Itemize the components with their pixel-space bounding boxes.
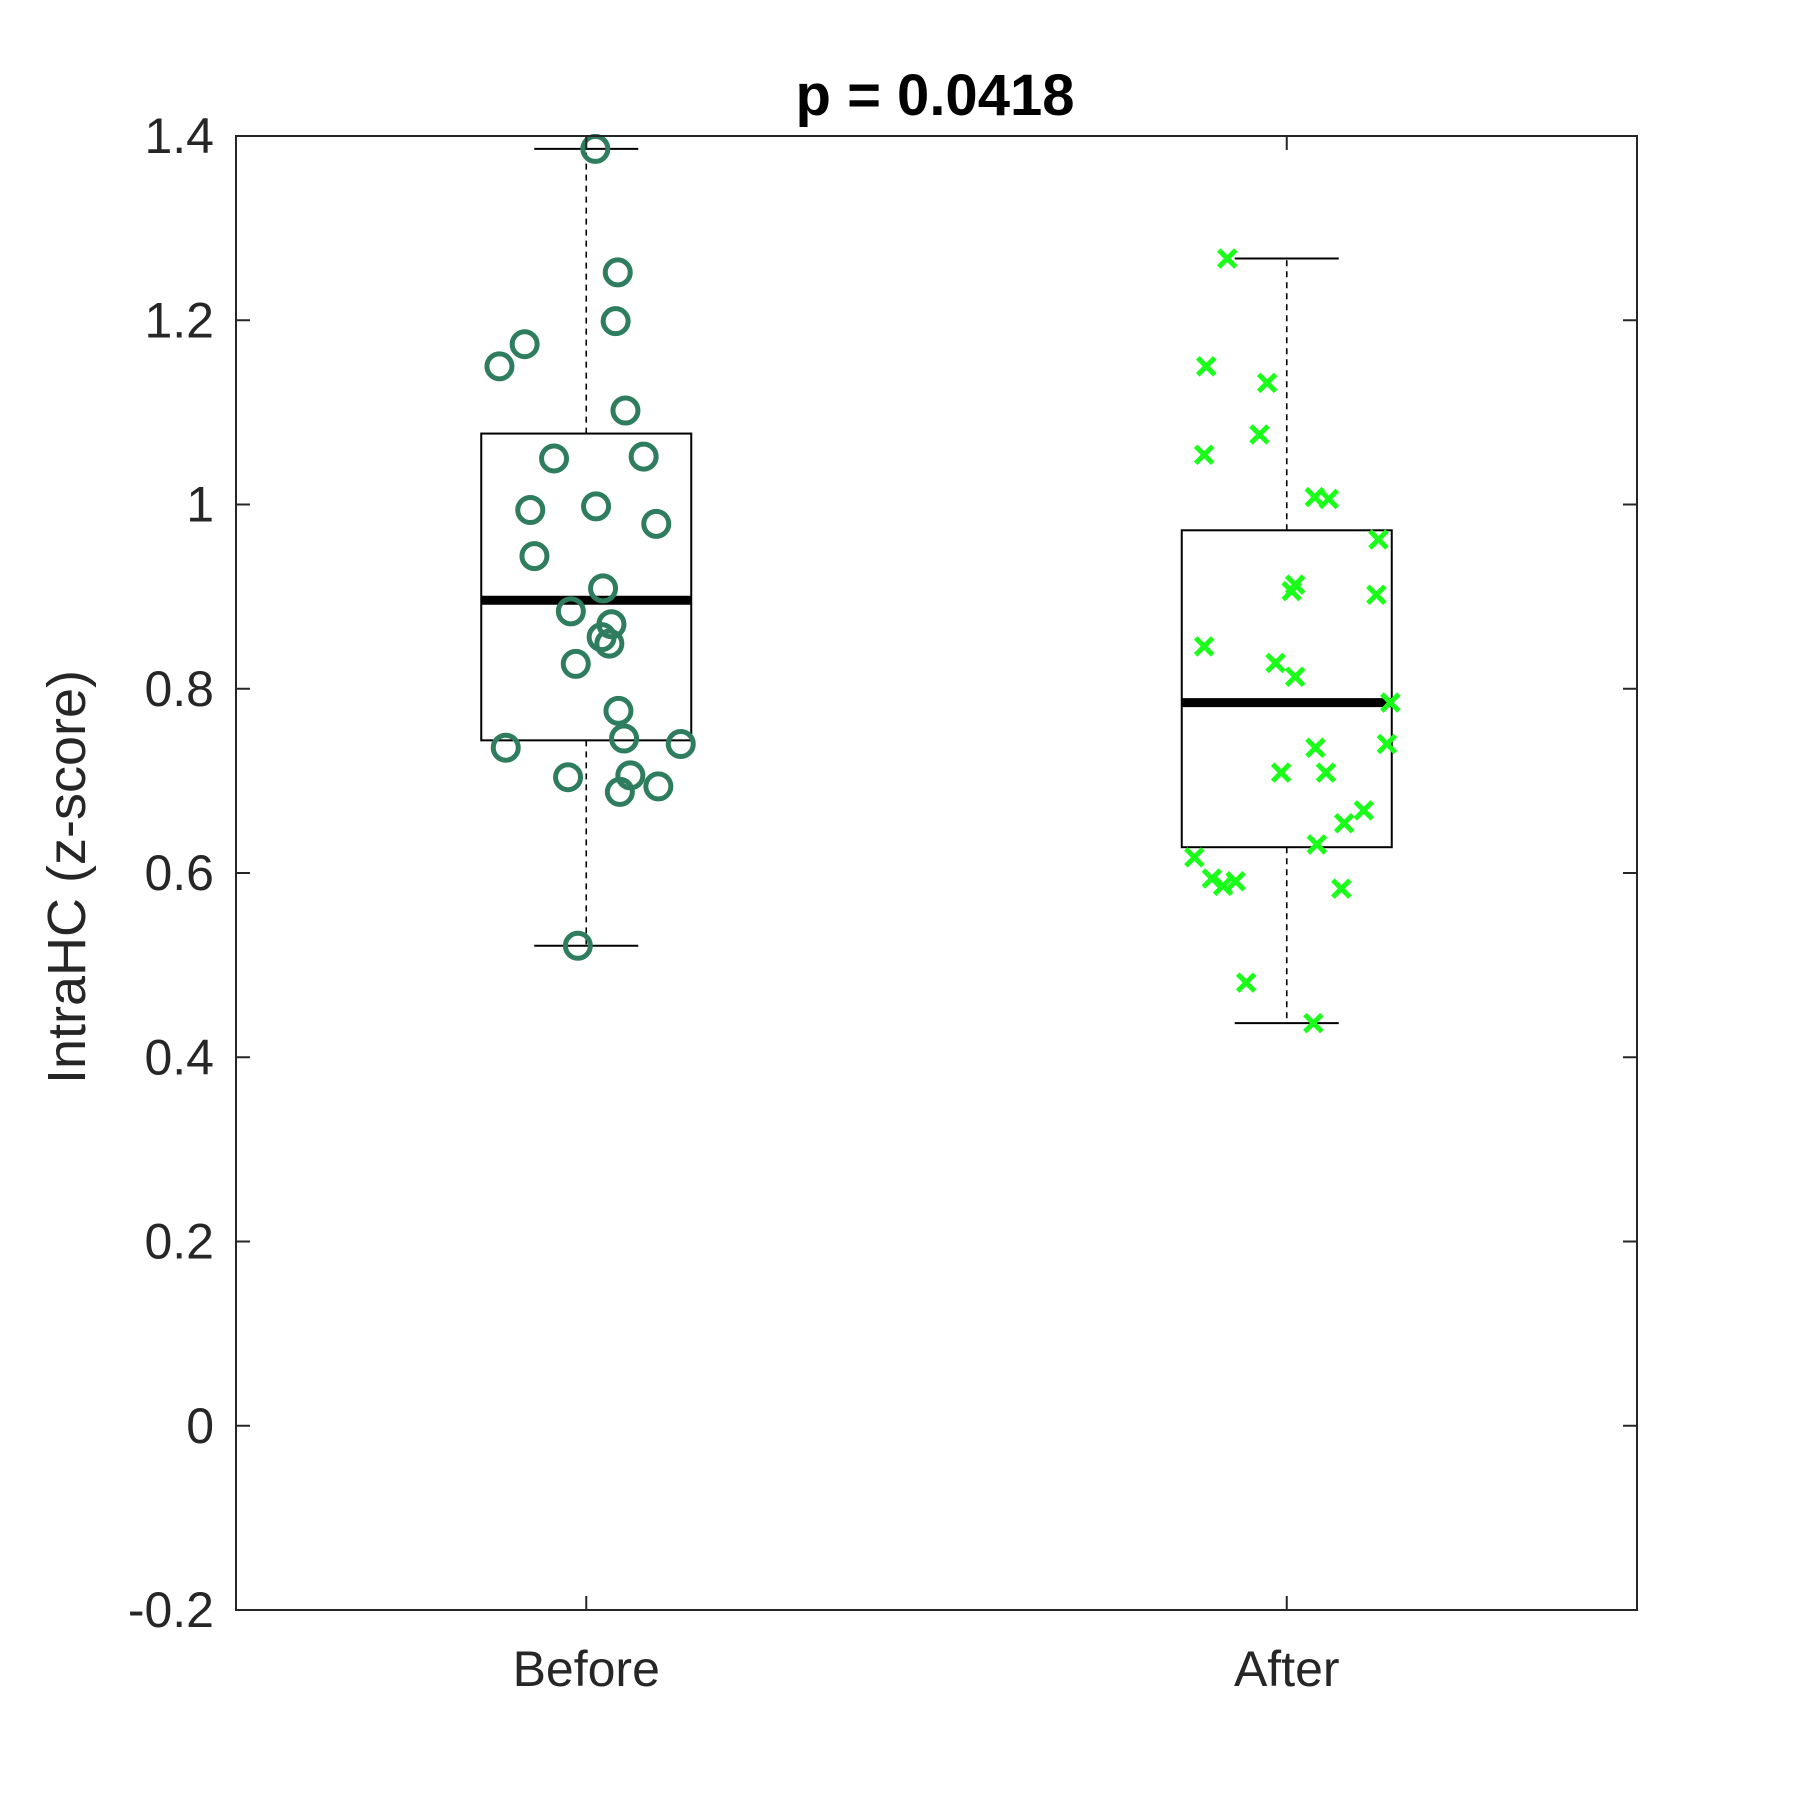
data-point-after xyxy=(1376,733,1398,755)
data-point-after-stroke xyxy=(1376,733,1398,755)
data-point-before xyxy=(628,441,659,472)
data-point-before xyxy=(562,930,593,961)
data-point-after-stroke xyxy=(1331,878,1352,899)
data-point-after-stroke xyxy=(1315,762,1337,783)
data-point-after-stroke xyxy=(1318,488,1340,510)
data-point-after-stroke xyxy=(1368,529,1389,550)
data-point-before xyxy=(586,622,617,653)
data-point-after-stroke xyxy=(1184,847,1205,868)
data-point-before xyxy=(643,771,674,802)
data-point-after xyxy=(1366,584,1387,606)
iqr-box xyxy=(1180,529,1393,849)
data-point-after xyxy=(1201,868,1223,889)
data-point-before xyxy=(604,776,635,807)
data-point-after xyxy=(1284,666,1306,688)
data-point-before xyxy=(665,729,696,760)
data-point-after xyxy=(1265,652,1286,674)
data-point-before xyxy=(610,395,641,426)
data-point-before xyxy=(602,257,633,288)
data-point-before xyxy=(603,695,634,726)
data-point-after-stroke xyxy=(1216,248,1238,269)
data-point-after-stroke xyxy=(1284,666,1306,688)
data-point-before xyxy=(484,351,515,382)
data-point-after xyxy=(1318,488,1340,510)
x-tick-label: Before xyxy=(513,1641,660,1697)
data-point-after-stroke xyxy=(1195,356,1217,377)
data-point-after xyxy=(1303,1012,1324,1034)
data-point-before xyxy=(581,491,612,522)
data-point-after-stroke xyxy=(1380,692,1401,713)
data-point-before xyxy=(555,596,586,627)
data-point-after xyxy=(1216,248,1238,269)
data-point-after-stroke xyxy=(1333,812,1355,834)
data-point-after xyxy=(1368,529,1389,550)
chart-title: p = 0.0418 xyxy=(796,63,1075,128)
data-point-after xyxy=(1193,444,1215,466)
data-point-after xyxy=(1315,762,1337,783)
data-point-before xyxy=(553,762,584,793)
data-point-before xyxy=(519,541,550,572)
y-tick-label: 0.4 xyxy=(144,1029,214,1085)
y-tick-label: 1.2 xyxy=(144,292,214,348)
data-point-after-stroke xyxy=(1265,652,1286,674)
data-point-after xyxy=(1333,812,1355,834)
data-point-after xyxy=(1380,692,1401,713)
data-point-after-stroke xyxy=(1256,372,1278,394)
data-point-after xyxy=(1195,356,1217,377)
data-point-after xyxy=(1353,800,1375,821)
y-tick-label: 1 xyxy=(186,477,214,533)
data-point-after-stroke xyxy=(1225,871,1246,892)
data-point-after-stroke xyxy=(1235,972,1257,993)
data-point-before xyxy=(609,723,640,754)
box-after xyxy=(1180,248,1401,1034)
data-point-after-stroke xyxy=(1212,875,1234,897)
data-point-after-stroke xyxy=(1281,580,1302,602)
plot-area xyxy=(480,133,1401,1034)
y-tick-label: 1.4 xyxy=(144,108,214,164)
data-point-after-stroke xyxy=(1353,800,1375,821)
data-point-after-stroke xyxy=(1303,1012,1324,1034)
data-point-after xyxy=(1212,875,1234,897)
data-point-before xyxy=(539,443,570,474)
data-point-before xyxy=(560,648,591,679)
axes: -0.2 0 0.2 0.4 0.6 0.8 1 1.2 1.4 Before After xyxy=(128,108,1638,1697)
data-point-before xyxy=(594,628,625,659)
y-tick-label: 0.8 xyxy=(144,661,214,717)
data-point-before xyxy=(515,495,546,526)
data-point-before xyxy=(509,329,540,360)
data-point-after-stroke xyxy=(1193,444,1215,466)
data-point-after xyxy=(1256,372,1278,394)
data-point-before xyxy=(641,508,672,539)
y-axis-label: IntraHC (z-score) xyxy=(37,670,97,1084)
axes-frame xyxy=(235,135,1638,1611)
data-point-after-stroke xyxy=(1366,584,1387,606)
data-point-after xyxy=(1270,762,1292,783)
data-point-after xyxy=(1306,834,1328,855)
y-tick-label: 0.6 xyxy=(144,845,214,901)
data-point-after-stroke xyxy=(1193,636,1215,657)
data-point-after xyxy=(1225,871,1246,892)
data-point-before xyxy=(588,573,619,604)
data-point-after xyxy=(1249,424,1270,445)
data-point-after xyxy=(1281,580,1302,602)
data-point-after-stroke xyxy=(1249,424,1270,445)
x-tick-label: After xyxy=(1234,1641,1340,1697)
data-point-before xyxy=(600,306,631,337)
y-tick-label: 0.2 xyxy=(144,1214,214,1270)
data-point-after-stroke xyxy=(1270,762,1292,783)
data-point-after-stroke xyxy=(1306,834,1328,855)
iqr-box xyxy=(480,432,693,742)
data-point-after-stroke xyxy=(1305,737,1326,758)
data-point-after xyxy=(1305,737,1326,758)
data-point-after xyxy=(1235,972,1257,993)
y-tick-label: -0.2 xyxy=(128,1582,214,1638)
data-point-after xyxy=(1184,847,1205,868)
box-before xyxy=(480,133,696,961)
y-tick-label: 0 xyxy=(186,1398,214,1454)
data-point-after xyxy=(1331,878,1352,899)
data-point-after-stroke xyxy=(1201,868,1223,889)
data-point-after xyxy=(1193,636,1215,657)
data-point-before xyxy=(490,732,521,763)
